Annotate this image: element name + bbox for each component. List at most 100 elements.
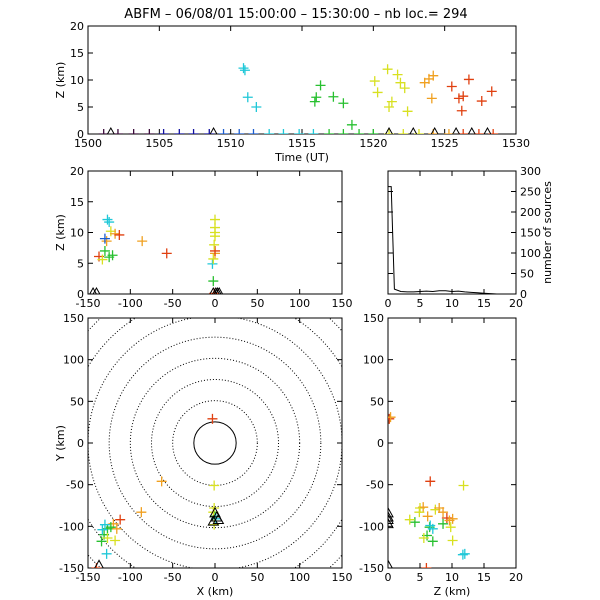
source-marker	[459, 548, 470, 559]
range-ring	[108, 336, 322, 550]
source-marker	[308, 129, 319, 134]
x-tick-label: 10	[445, 571, 459, 584]
source-marker	[447, 535, 458, 546]
source-marker	[204, 129, 215, 134]
station-marker	[92, 286, 101, 294]
source-marker	[104, 217, 115, 228]
station-marker	[213, 286, 222, 294]
source-marker	[488, 129, 499, 134]
source-marker	[242, 92, 253, 103]
y-tick-label: 200	[520, 206, 541, 219]
y-tick-label: 150	[63, 312, 84, 325]
source-marker	[97, 254, 108, 265]
source-marker	[384, 129, 395, 134]
y-tick-label: 0	[77, 437, 84, 450]
axes-frame	[87, 25, 517, 135]
source-marker	[104, 252, 115, 263]
x-tick-label: -50	[164, 571, 182, 584]
station-marker	[388, 506, 394, 518]
y-tick-label: 300	[520, 165, 541, 178]
source-marker	[404, 514, 415, 525]
x-tick-label: 50	[250, 297, 264, 310]
y-axis-label: Y (km)	[54, 425, 67, 462]
source-marker	[427, 536, 438, 547]
source-marker	[251, 102, 262, 112]
histogram-line	[388, 186, 516, 294]
y-tick-label: 15	[70, 196, 84, 209]
range-ring	[151, 379, 279, 507]
panel-time-height: 1500 1505 1510 1515 1520 1525 153005101520Time…	[54, 20, 530, 164]
station-marker	[483, 126, 492, 134]
source-marker	[388, 412, 396, 423]
panel-x-z: -150 -100 -50 0 50 100 150 0 5 10 15 20 Z (km)	[54, 165, 353, 310]
source-marker	[368, 129, 379, 134]
station-marker	[215, 286, 224, 294]
panel-plan-view: -150 -100 -50 0 50 100 150 -150 -100 -50 0 50 100 150…	[54, 312, 353, 598]
source-marker	[110, 228, 121, 239]
source-marker	[418, 533, 429, 543]
source-marker	[278, 129, 289, 134]
y-tick-label: 0	[77, 288, 84, 301]
source-marker	[209, 503, 220, 513]
source-marker	[398, 129, 409, 134]
y-tick-label: 10	[70, 74, 84, 87]
source-marker	[207, 258, 218, 269]
source-marker	[392, 69, 403, 80]
y-tick-label: 150	[520, 227, 541, 240]
x-tick-label: 100	[289, 297, 310, 310]
x-tick-label: -150	[76, 571, 101, 584]
y-tick-label: 0	[377, 437, 384, 450]
y-tick-label: 20	[70, 20, 84, 33]
y-tick-label: 100	[363, 354, 384, 367]
range-ring	[88, 318, 342, 568]
x-axis-label: Z (km)	[434, 585, 471, 598]
x-tick-label: 1510	[217, 137, 245, 150]
source-marker	[102, 523, 113, 534]
source-marker	[384, 102, 395, 112]
source-marker	[264, 129, 275, 134]
x-tick-label: 1525	[431, 137, 459, 150]
source-marker	[458, 91, 469, 102]
x-tick-label: 1515	[288, 137, 316, 150]
source-marker	[105, 226, 116, 237]
y-tick-label: 10	[70, 227, 84, 240]
y-tick-label: 100	[63, 354, 84, 367]
source-marker	[382, 64, 393, 75]
source-marker	[453, 93, 464, 104]
station-marker	[388, 559, 393, 568]
x-tick-label: 0	[212, 297, 219, 310]
source-marker	[311, 92, 322, 103]
x-tick-label: 0	[385, 571, 392, 584]
source-marker	[102, 214, 113, 225]
source-marker	[110, 535, 121, 546]
y-tick-label: -50	[366, 479, 384, 492]
x-tick-label: -50	[164, 297, 182, 310]
y-tick-label: -50	[66, 479, 84, 492]
panel-z-y: 0 5 10 15 20 -150 -100 -50 0 50 100 150 Z (km)	[359, 312, 523, 598]
y-tick-label: -100	[359, 520, 384, 533]
source-marker	[102, 533, 113, 543]
source-marker	[372, 87, 383, 98]
source-marker	[422, 511, 433, 522]
source-marker	[425, 520, 436, 531]
figure-title: ABFM – 06/08/01 15:00:00 – 15:30:00 – nb…	[124, 7, 467, 22]
source-marker	[409, 517, 420, 528]
source-marker	[413, 129, 424, 134]
data-marks	[388, 186, 516, 294]
source-marker	[98, 129, 109, 134]
axes-frame	[387, 170, 517, 295]
y-tick-label: 0	[520, 288, 527, 301]
y-tick-label: 250	[520, 186, 541, 199]
source-marker	[99, 519, 110, 530]
source-marker	[238, 63, 249, 74]
y-tick-label: -150	[359, 562, 384, 575]
source-marker	[402, 106, 413, 117]
x-tick-label: 150	[332, 571, 353, 584]
source-marker	[457, 549, 468, 560]
y-tick-label: 150	[363, 312, 384, 325]
x-tick-label: 5	[417, 571, 424, 584]
x-tick-label: -100	[118, 297, 143, 310]
data-marks	[388, 412, 470, 568]
x-tick-label: 1500	[74, 137, 102, 150]
